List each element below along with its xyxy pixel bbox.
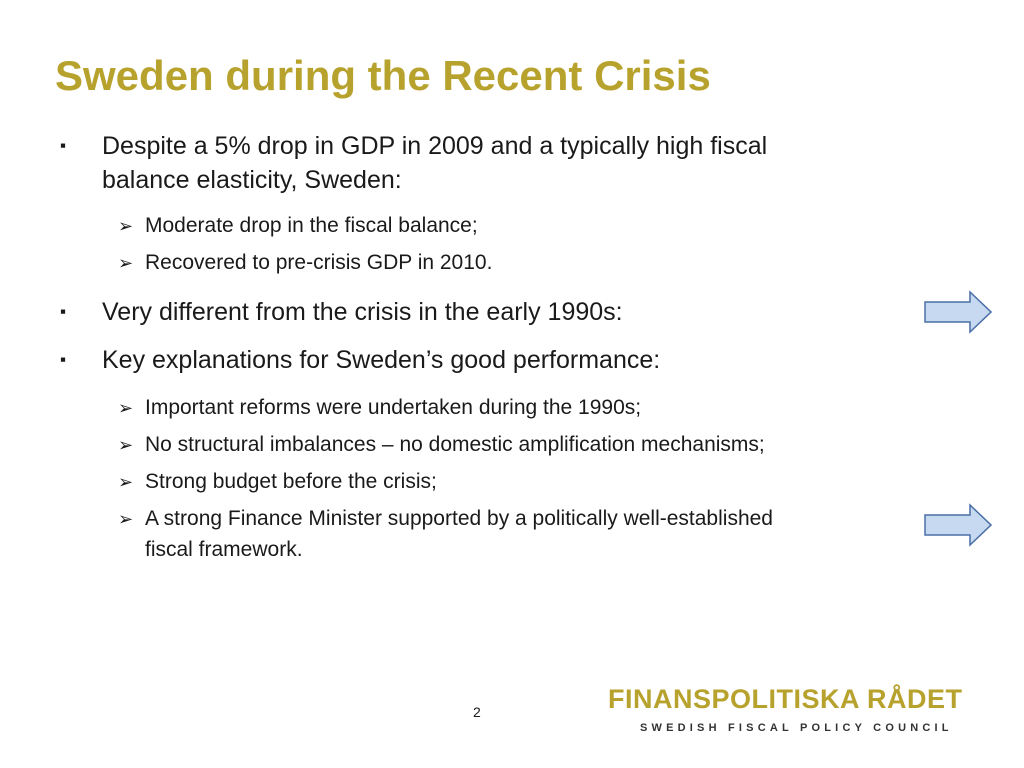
arrow-bullet-icon: ➢	[118, 472, 134, 492]
bullet-marker: ▪	[60, 136, 67, 155]
sub-bullet-text: Strong budget before the crisis;	[145, 470, 437, 493]
sub-bullet-text: No structural imbalances – no domestic a…	[145, 433, 765, 456]
arrow-shape[interactable]	[924, 290, 992, 334]
sub-bullet-text: A strong Finance Minister supported by a…	[145, 507, 773, 530]
arrow-bullet-icon: ➢	[118, 435, 134, 455]
arrow-shape[interactable]	[924, 503, 992, 547]
sub-bullet-text: Recovered to pre-crisis GDP in 2010.	[145, 251, 493, 274]
arrow-bullet-icon: ➢	[118, 398, 134, 418]
sub-bullet-text: fiscal framework.	[145, 538, 303, 561]
sub-bullet-text: Important reforms were undertaken during…	[145, 396, 642, 419]
slide-title: Sweden during the Recent Crisis	[55, 52, 711, 99]
page-number: 2	[473, 704, 481, 720]
arrow-bullet-icon: ➢	[118, 216, 134, 236]
arrow-bullet-icon: ➢	[118, 509, 134, 529]
logo-subtitle: SWEDISH FISCAL POLICY COUNCIL	[640, 722, 953, 734]
bullet-text: Very different from the crisis in the ea…	[102, 298, 623, 326]
arrow-bullet-icon: ➢	[118, 253, 134, 273]
bullet-text: Despite a 5% drop in GDP in 2009 and a t…	[102, 132, 768, 160]
bullet-text: Key explanations for Sweden’s good perfo…	[102, 346, 661, 374]
bullet-marker: ▪	[60, 302, 67, 321]
right-arrow-icon[interactable]	[924, 290, 992, 334]
bullet-marker: ▪	[60, 350, 67, 369]
sub-bullet-text: Moderate drop in the fiscal balance;	[145, 214, 478, 237]
bullet-text: balance elasticity, Sweden:	[102, 166, 402, 194]
right-arrow-icon[interactable]	[924, 503, 992, 547]
logo-name: FINANSPOLITISKA RÅDET	[608, 684, 963, 714]
